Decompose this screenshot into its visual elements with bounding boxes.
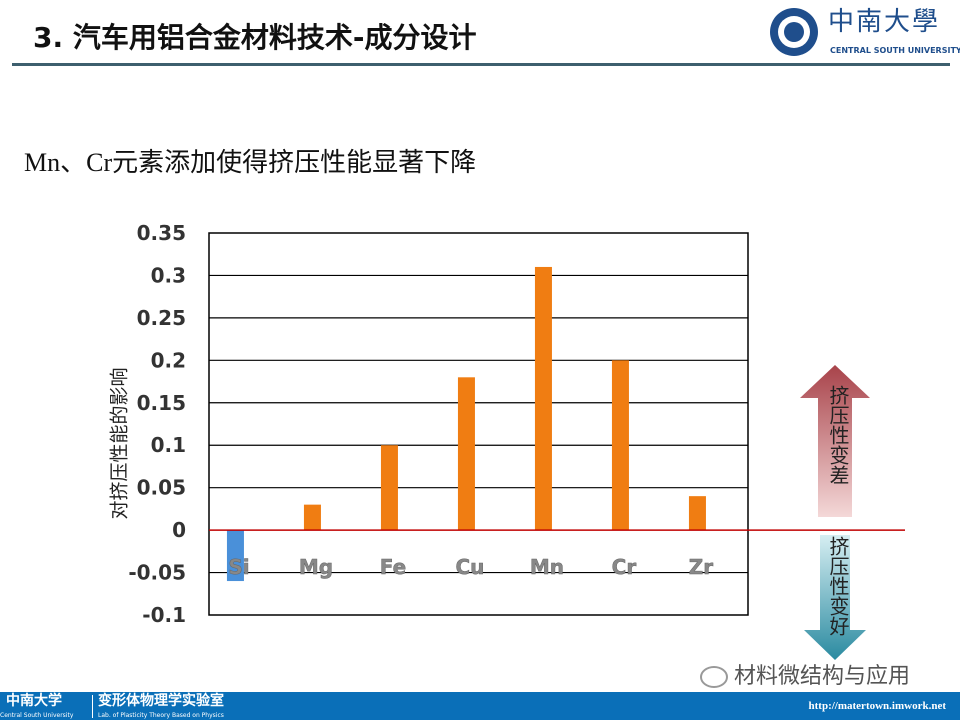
- x-tick-label: Mg: [299, 555, 333, 579]
- x-tick-label: Cu: [455, 555, 484, 579]
- university-seal-icon: [770, 8, 818, 56]
- logo-text: 中南大學: [828, 7, 941, 37]
- bar-Cu: [457, 377, 475, 531]
- arrow-up-icon: [800, 365, 870, 517]
- y-tick-label: 0.15: [137, 391, 186, 415]
- watermark: 材料微结构与应用: [700, 664, 910, 690]
- arrow-down-icon: [804, 535, 866, 660]
- bar-Cr: [611, 360, 629, 531]
- footer-univ-en: Central South University: [0, 712, 74, 719]
- x-tick-label: Mn: [530, 555, 564, 579]
- y-tick-label: 0.3: [151, 263, 186, 287]
- logo-english: CENTRAL SOUTH UNIVERSITY: [830, 46, 960, 55]
- y-tick-label: -0.05: [128, 561, 186, 585]
- wechat-icon: [700, 666, 728, 688]
- bar-Mg: [303, 504, 321, 531]
- footer-url[interactable]: http://matertown.imwork.net: [808, 700, 946, 712]
- footer-lab-en: Lab. of Plasticity Theory Based on Physi…: [98, 712, 224, 719]
- university-logo: 中南大學 CENTRAL SOUTH UNIVERSITY: [768, 6, 960, 60]
- slide-title: 3. 汽车用铝合金材料技术-成分设计: [33, 21, 477, 54]
- bar-Mn: [534, 266, 552, 531]
- y-tick-label: 0.25: [137, 306, 186, 330]
- y-tick-label: 0.1: [151, 433, 186, 457]
- watermark-text: 材料微结构与应用: [734, 664, 911, 689]
- bar-Si: [226, 530, 244, 582]
- x-tick-label: Zr: [689, 555, 714, 579]
- y-tick-label: 0.2: [151, 348, 186, 372]
- footer-divider: [92, 695, 93, 718]
- bar-Zr: [688, 496, 706, 531]
- x-tick-label: Fe: [380, 555, 406, 579]
- header-divider: [12, 63, 950, 66]
- y-tick-label: 0.35: [137, 221, 186, 245]
- bar-Fe: [380, 445, 398, 531]
- x-tick-label: Cr: [612, 555, 637, 579]
- y-tick-label: 0.05: [137, 476, 186, 500]
- footer-lab: 变形体物理学实验室: [98, 693, 224, 709]
- subtitle: Mn、Cr元素添加使得挤压性能显著下降: [24, 148, 477, 177]
- footer-univ: 中南大学: [6, 693, 62, 709]
- footer-bar: 中南大学 Central South University 变形体物理学实验室 …: [0, 692, 960, 720]
- annotation-better: 挤压性变好: [826, 536, 850, 636]
- x-tick-label: Si: [228, 555, 249, 579]
- plot-area: [208, 232, 749, 616]
- y-tick-label: -0.1: [142, 603, 186, 627]
- annotation-worse: 挤压性变差: [826, 385, 850, 485]
- y-tick-label: 0: [172, 518, 186, 542]
